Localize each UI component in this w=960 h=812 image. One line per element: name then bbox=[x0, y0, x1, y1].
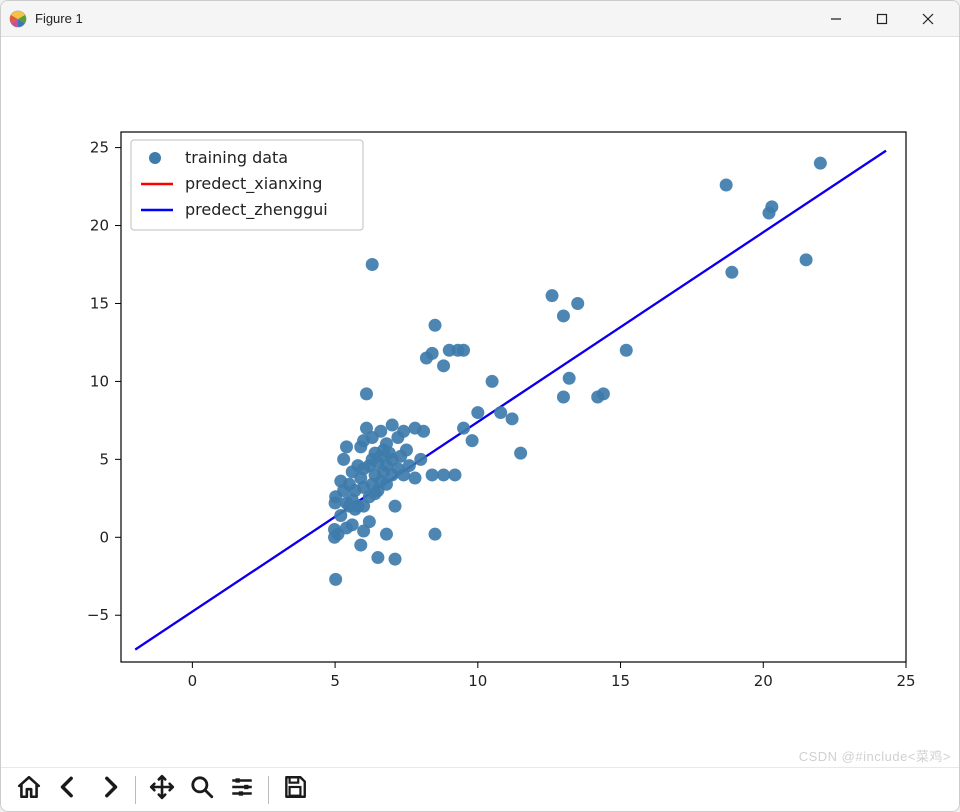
svg-text:training data: training data bbox=[185, 148, 288, 167]
matplotlib-toolbar bbox=[1, 767, 959, 811]
back-icon bbox=[56, 774, 82, 805]
figure-window: Figure 1 0 5 10 15 20 25 −5 0 5 10 15 20 25 training … bbox=[0, 0, 960, 812]
minimize-button[interactable] bbox=[813, 1, 859, 37]
pan-button[interactable] bbox=[144, 772, 180, 808]
close-button[interactable] bbox=[905, 1, 951, 37]
zoom-icon bbox=[189, 774, 215, 805]
forward-icon bbox=[96, 774, 122, 805]
svg-text:10: 10 bbox=[90, 372, 109, 390]
save-button[interactable] bbox=[277, 772, 313, 808]
maximize-button[interactable] bbox=[859, 1, 905, 37]
zoom-button[interactable] bbox=[184, 772, 220, 808]
svg-text:0: 0 bbox=[188, 672, 198, 690]
svg-text:20: 20 bbox=[754, 672, 773, 690]
svg-text:20: 20 bbox=[90, 217, 109, 235]
window-title: Figure 1 bbox=[35, 11, 83, 26]
svg-text:5: 5 bbox=[99, 450, 109, 468]
toolbar-separator bbox=[135, 776, 136, 804]
titlebar: Figure 1 bbox=[1, 1, 959, 37]
svg-text:5: 5 bbox=[330, 672, 340, 690]
app-icon bbox=[9, 10, 27, 28]
svg-text:0: 0 bbox=[99, 528, 109, 546]
toolbar-separator bbox=[268, 776, 269, 804]
svg-text:15: 15 bbox=[90, 294, 109, 312]
configure-icon bbox=[229, 774, 255, 805]
home-icon bbox=[16, 774, 42, 805]
forward-button[interactable] bbox=[91, 772, 127, 808]
pan-icon bbox=[149, 774, 175, 805]
svg-text:15: 15 bbox=[611, 672, 630, 690]
back-button[interactable] bbox=[51, 772, 87, 808]
svg-text:predect_xianxing: predect_xianxing bbox=[185, 174, 322, 194]
home-button[interactable] bbox=[11, 772, 47, 808]
configure-subplots-button[interactable] bbox=[224, 772, 260, 808]
svg-text:−5: −5 bbox=[87, 606, 109, 624]
svg-text:25: 25 bbox=[896, 672, 915, 690]
save-icon bbox=[282, 774, 308, 805]
svg-text:25: 25 bbox=[90, 139, 109, 157]
svg-text:predect_zhenggui: predect_zhenggui bbox=[185, 200, 328, 220]
plot-canvas: 0 5 10 15 20 25 −5 0 5 10 15 20 25 training data prede… bbox=[1, 37, 959, 767]
svg-text:10: 10 bbox=[468, 672, 487, 690]
